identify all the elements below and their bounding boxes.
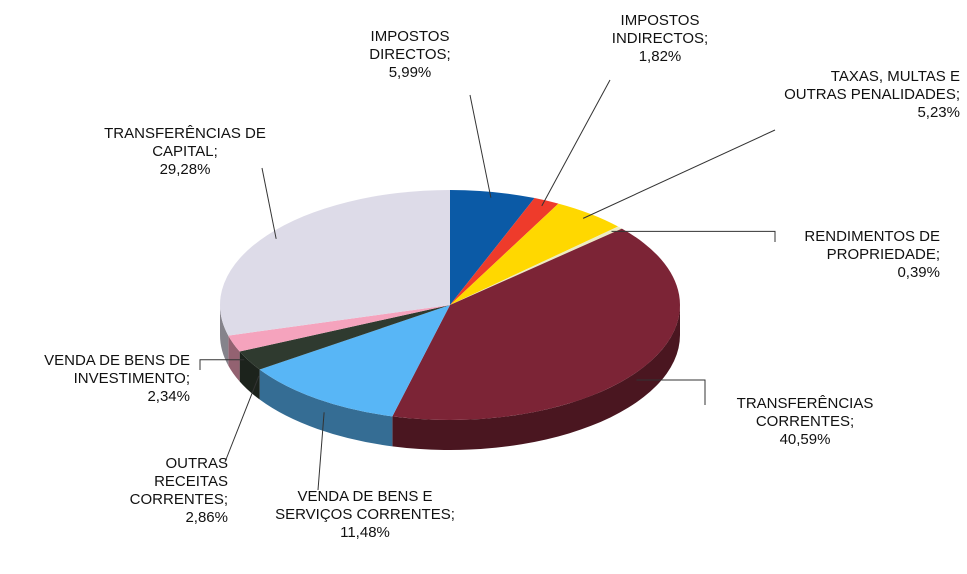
slice xyxy=(392,228,680,420)
slice-label: TAXAS, MULTAS E OUTRAS PENALIDADES; 5,23% xyxy=(770,68,960,122)
slice xyxy=(239,305,450,370)
slice xyxy=(450,190,535,305)
slice-label: IMPOSTOS DIRECTOS; 5,99% xyxy=(350,28,470,82)
leader-line xyxy=(582,129,776,219)
leader-line xyxy=(224,375,260,463)
tops xyxy=(219,190,680,420)
slice-label: VENDA DE BENS E SERVIÇOS CORRENTES; 11,48… xyxy=(270,488,460,542)
slice-side xyxy=(220,305,229,366)
slice xyxy=(219,190,450,336)
value-label: 0,39% xyxy=(897,264,940,281)
slice xyxy=(259,305,450,417)
category: VENDA DE BENS E SERVIÇOS CORRENTES; xyxy=(275,488,455,523)
slice-side xyxy=(228,335,240,382)
slice-label: TRANSFERÊNCIAS DE CAPITAL; 29,28% xyxy=(90,125,280,179)
category: RENDIMENTOS DE PROPRIEDADE; xyxy=(804,228,940,263)
slice xyxy=(450,226,622,305)
slice-label: RENDIMENTOS DE PROPRIEDADE; 0,39% xyxy=(770,228,940,282)
category: IMPOSTOS INDIRECTOS; xyxy=(611,12,709,47)
leader-line xyxy=(611,230,776,242)
slice-label: OUTRAS RECEITAS CORRENTES; 2,86% xyxy=(98,455,228,527)
slice-side xyxy=(392,305,680,451)
value-label: 5,23% xyxy=(917,104,960,121)
slice xyxy=(228,305,450,352)
leader-line xyxy=(317,412,325,491)
leader-line xyxy=(636,379,706,405)
value-label: 40,59% xyxy=(779,431,831,448)
slice-label: TRANSFERÊNCIAS CORRENTES; 40,59% xyxy=(700,395,910,449)
leader-line xyxy=(541,79,611,207)
value-label: 29,28% xyxy=(159,161,211,178)
category: TRANSFERÊNCIAS DE CAPITAL; xyxy=(104,125,266,160)
leader-line xyxy=(261,167,277,239)
slice-side xyxy=(259,369,393,447)
slice-label: VENDA DE BENS DE INVESTIMENTO; 2,34% xyxy=(0,352,190,406)
leaders xyxy=(199,79,776,491)
slice xyxy=(450,198,559,305)
value-label: 5,99% xyxy=(388,64,432,81)
category: OUTRAS RECEITAS CORRENTES; xyxy=(129,455,228,508)
value-label: 2,86% xyxy=(185,509,228,526)
value-label: 1,82% xyxy=(638,48,682,65)
category: VENDA DE BENS DE INVESTIMENTO; xyxy=(44,352,190,387)
leader-line xyxy=(199,359,245,370)
slice-label: IMPOSTOS INDIRECTOS; 1,82% xyxy=(600,12,720,66)
leader-line xyxy=(469,94,492,198)
category: TAXAS, MULTAS E OUTRAS PENALIDADES; xyxy=(784,68,960,103)
slice xyxy=(450,203,619,305)
value-label: 11,48% xyxy=(340,524,390,541)
category: TRANSFERÊNCIAS CORRENTES; xyxy=(736,395,874,430)
category: IMPOSTOS DIRECTOS; xyxy=(369,28,451,63)
value-label: 2,34% xyxy=(147,388,190,405)
